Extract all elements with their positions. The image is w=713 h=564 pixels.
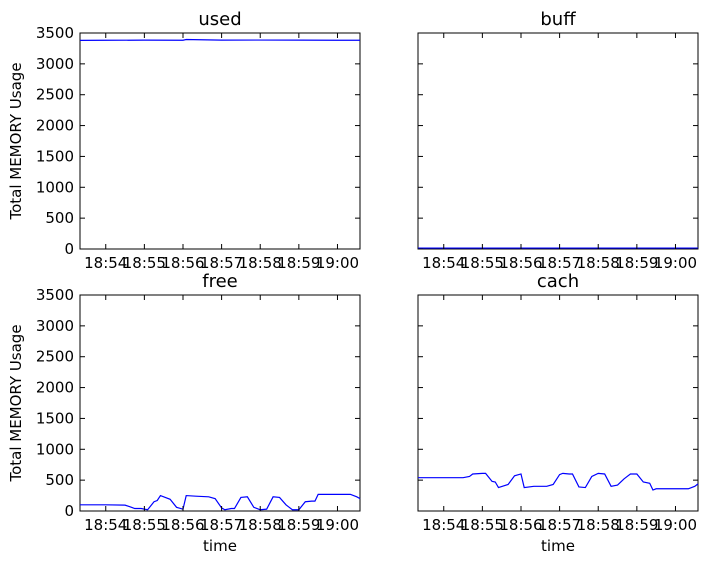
y-tick-label: 3500 <box>36 24 74 42</box>
x-tick-label: 18:56 <box>161 516 204 534</box>
x-axis-label: time <box>203 537 237 555</box>
x-tick-label: 18:57 <box>200 254 243 272</box>
x-tick-label: 18:57 <box>538 254 581 272</box>
x-tick-label: 18:58 <box>577 254 620 272</box>
plot-frame <box>417 32 699 250</box>
x-axis-label: time <box>541 537 575 555</box>
y-tick-label: 2500 <box>36 86 74 104</box>
y-tick-label: 1500 <box>36 409 74 427</box>
series-line <box>80 493 361 511</box>
x-tick-label: 19:00 <box>654 516 697 534</box>
y-axis-label: Total MEMORY Usage <box>7 62 25 220</box>
x-tick-label: 18:57 <box>538 516 581 534</box>
subplot-title: buff <box>540 9 576 30</box>
x-tick-label: 18:59 <box>615 254 658 272</box>
y-axis-label: Total MEMORY Usage <box>7 324 25 482</box>
subplot-title: cach <box>537 271 579 292</box>
x-tick-label: 18:58 <box>239 516 282 534</box>
y-tick-label: 1000 <box>36 440 74 458</box>
y-tick-label: 2000 <box>36 117 74 135</box>
y-tick-label: 500 <box>45 209 74 227</box>
subplot-title: free <box>202 271 238 292</box>
x-tick-label: 18:54 <box>84 254 127 272</box>
y-tick-label: 3500 <box>36 286 74 304</box>
subplot-title: used <box>198 9 241 30</box>
x-tick-label: 19:00 <box>316 516 359 534</box>
x-tick-label: 19:00 <box>316 254 359 272</box>
plot-frame <box>79 294 361 512</box>
x-tick-label: 18:54 <box>422 254 465 272</box>
y-tick-label: 0 <box>64 502 74 520</box>
x-tick-label: 18:55 <box>461 516 504 534</box>
y-tick-label: 500 <box>45 471 74 489</box>
x-tick-label: 18:56 <box>499 254 542 272</box>
x-tick-label: 18:59 <box>615 516 658 534</box>
y-tick-label: 3000 <box>36 317 74 335</box>
x-tick-label: 18:54 <box>422 516 465 534</box>
x-tick-label: 18:55 <box>123 516 166 534</box>
y-tick-label: 1000 <box>36 178 74 196</box>
x-tick-label: 18:59 <box>277 254 320 272</box>
x-tick-label: 18:54 <box>84 516 127 534</box>
series-line <box>418 472 699 491</box>
y-tick-label: 1500 <box>36 147 74 165</box>
x-tick-label: 18:58 <box>239 254 282 272</box>
x-tick-label: 18:59 <box>277 516 320 534</box>
y-tick-label: 3000 <box>36 55 74 73</box>
x-tick-label: 18:58 <box>577 516 620 534</box>
plot-frame <box>417 294 699 512</box>
x-tick-label: 18:57 <box>200 516 243 534</box>
y-tick-label: 2000 <box>36 379 74 397</box>
x-tick-label: 18:55 <box>461 254 504 272</box>
series-line <box>79 38 361 42</box>
y-tick-label: 2500 <box>36 348 74 366</box>
x-tick-label: 18:56 <box>499 516 542 534</box>
x-tick-label: 19:00 <box>654 254 697 272</box>
x-tick-label: 18:55 <box>123 254 166 272</box>
plot-frame <box>79 32 361 250</box>
x-tick-label: 18:56 <box>161 254 204 272</box>
y-tick-label: 0 <box>64 240 74 258</box>
